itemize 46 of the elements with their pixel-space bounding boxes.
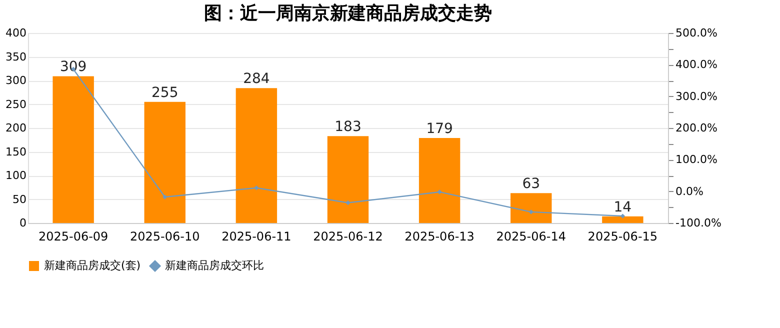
bar xyxy=(144,102,186,223)
y-tick-label: 150 xyxy=(6,145,26,158)
x-tick-label: 2025-06-15 xyxy=(588,230,658,244)
point xyxy=(528,210,534,214)
legend-label: 新建商品房成交环比 xyxy=(165,259,264,272)
data-label: 14 xyxy=(614,199,632,216)
bar xyxy=(418,138,460,223)
bar xyxy=(236,88,278,223)
data-label: 183 xyxy=(334,119,362,136)
bar xyxy=(602,216,644,223)
data-label: 309 xyxy=(60,59,87,76)
y2-tick-label: 500.0% xyxy=(676,26,718,40)
data-label: 179 xyxy=(426,120,453,137)
x-tick-label: 2025-06-13 xyxy=(404,230,474,244)
x-tick-label: 2025-06-12 xyxy=(313,230,383,244)
x-tick-label: 2025-06-11 xyxy=(222,230,292,244)
bar xyxy=(510,193,552,223)
x-tick-label: 2025-06-10 xyxy=(130,230,200,244)
y2-tick-label: 100.0% xyxy=(676,153,718,166)
data-label: 284 xyxy=(243,71,270,88)
data-label: 255 xyxy=(152,84,178,101)
y2-tick-label: -100.0% xyxy=(676,216,722,230)
y2-tick-label: 200.0% xyxy=(676,122,718,134)
y-tick-label: 0 xyxy=(20,216,26,230)
point xyxy=(254,186,259,190)
point xyxy=(620,214,626,218)
y2-tick-label: 300.0% xyxy=(676,90,718,103)
y-tick-label: 200 xyxy=(6,122,26,134)
data-label: 63 xyxy=(522,176,540,192)
y2-tick-label: 0.0% xyxy=(676,184,704,198)
y-tick-label: 50 xyxy=(12,192,26,206)
legend-label: 新建商品房成交(套) xyxy=(44,259,141,272)
y-tick-label: 100 xyxy=(6,169,26,182)
x-tick-label: 2025-06-14 xyxy=(496,230,566,244)
y-tick-label: 300 xyxy=(6,74,26,87)
y-tick-label: 400 xyxy=(6,26,26,40)
chart-title: 图：近一周南京新建商品房成交走势 xyxy=(204,3,492,24)
point xyxy=(162,194,168,200)
y-tick-label: 350 xyxy=(6,50,26,64)
y-tick-label: 250 xyxy=(6,98,26,111)
point xyxy=(437,190,442,194)
y2-tick-label: 400.0% xyxy=(676,58,718,72)
bar xyxy=(327,136,369,223)
point xyxy=(346,200,350,206)
bar xyxy=(52,76,94,223)
x-tick-label: 2025-06-09 xyxy=(38,230,108,244)
